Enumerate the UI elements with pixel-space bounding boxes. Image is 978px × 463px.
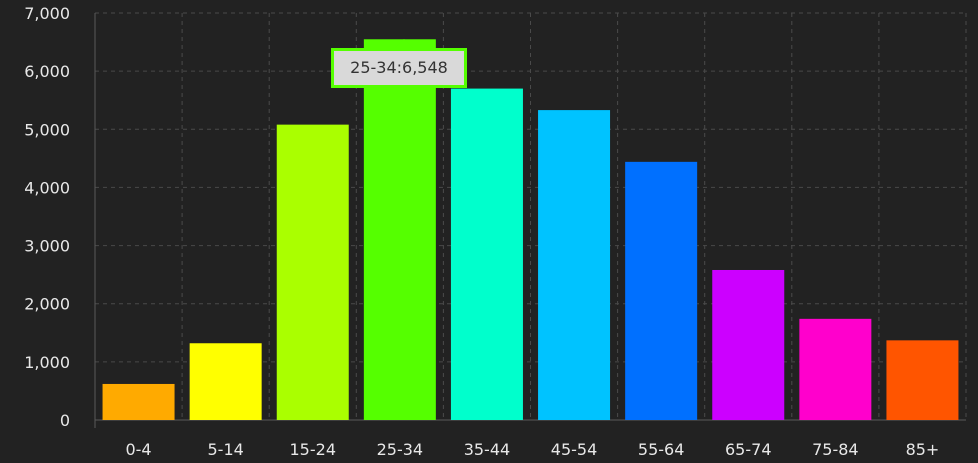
y-tick-label: 5,000 xyxy=(24,120,70,139)
bar-65-74 xyxy=(712,269,785,420)
x-tick-label: 65-74 xyxy=(725,440,772,459)
y-tick-label: 4,000 xyxy=(24,178,70,197)
x-tick-label: 25-34 xyxy=(377,440,424,459)
bar-tooltip: 25-34:6,548 xyxy=(331,48,467,88)
x-tick-label: 0-4 xyxy=(125,440,151,459)
y-tick-label: 0 xyxy=(60,411,70,430)
bar-85+ xyxy=(886,340,959,420)
x-tick-label: 85+ xyxy=(906,440,940,459)
y-tick-label: 3,000 xyxy=(24,237,70,256)
x-tick-label: 35-44 xyxy=(464,440,511,459)
x-tick-label: 55-64 xyxy=(638,440,685,459)
x-tick-label: 45-54 xyxy=(551,440,598,459)
bar-0-4 xyxy=(102,383,175,420)
x-tick-label: 15-24 xyxy=(290,440,337,459)
y-tick-label: 2,000 xyxy=(24,295,70,314)
bar-55-64 xyxy=(625,161,698,421)
bar-25-34 xyxy=(363,39,436,420)
bar-75-84 xyxy=(799,318,872,420)
y-tick-label: 7,000 xyxy=(24,4,70,23)
bar-45-54 xyxy=(538,110,611,420)
x-tick-label: 75-84 xyxy=(812,440,859,459)
bar-5-14 xyxy=(189,343,262,420)
y-tick-label: 6,000 xyxy=(24,62,70,81)
tooltip-arrow xyxy=(395,39,413,48)
x-tick-label: 5-14 xyxy=(207,440,243,459)
bar-15-24 xyxy=(276,124,349,421)
y-tick-label: 1,000 xyxy=(24,353,70,372)
bar-35-44 xyxy=(450,88,523,420)
